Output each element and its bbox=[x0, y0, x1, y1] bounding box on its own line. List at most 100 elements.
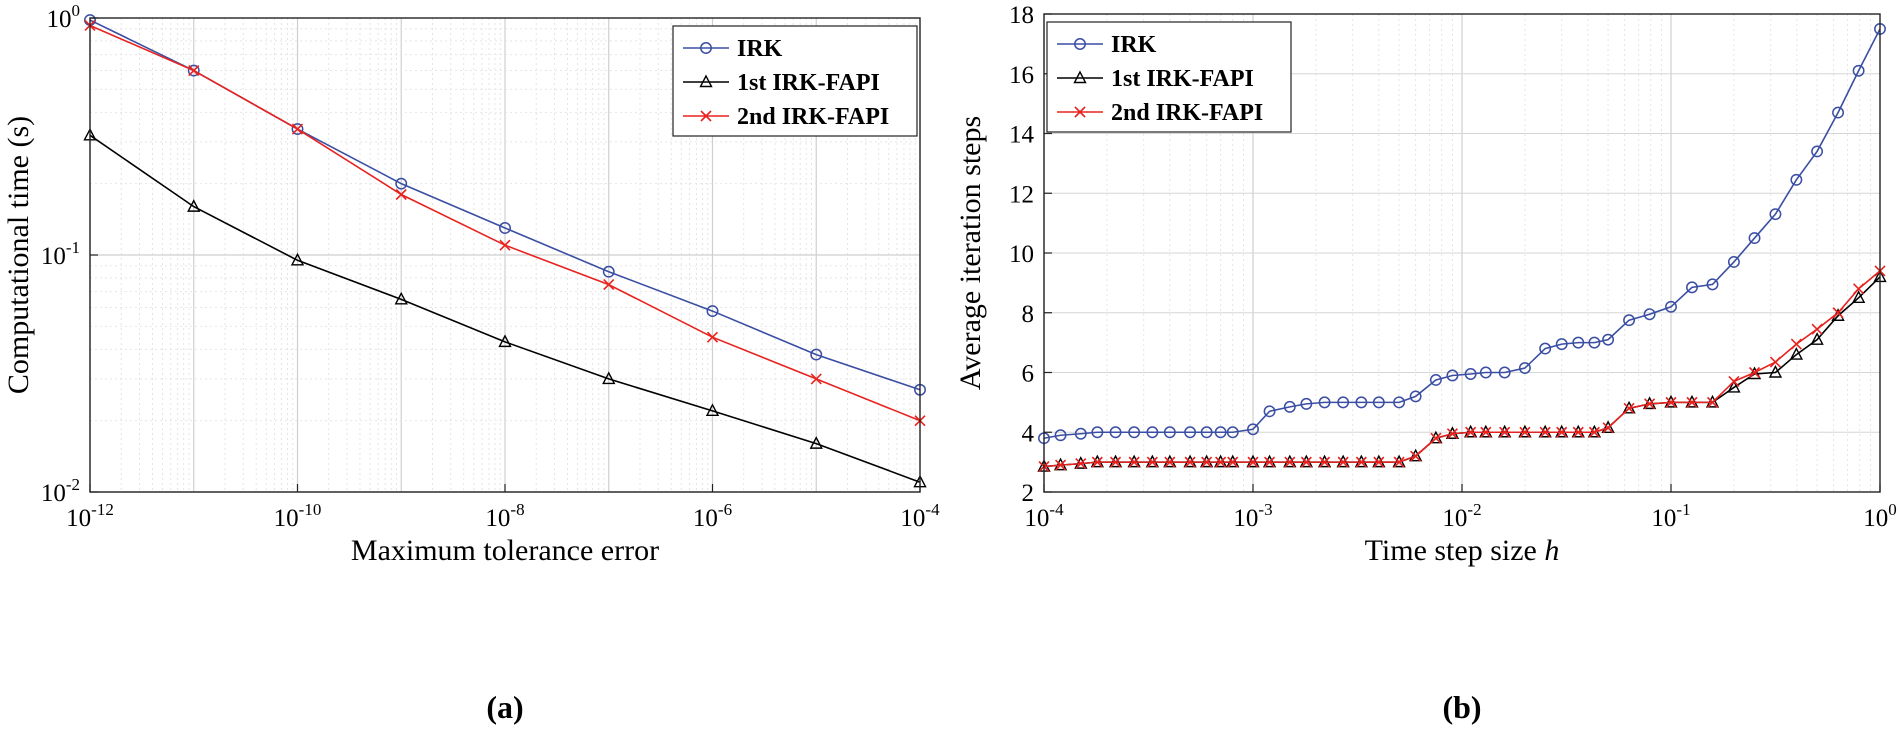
legend-item: 1st IRK-FAPI bbox=[683, 70, 880, 96]
data-point bbox=[498, 334, 512, 348]
data-point bbox=[1601, 420, 1615, 433]
legend: IRK 1st IRK-FAPI 2nd IRK-FAPI bbox=[672, 25, 918, 137]
data-point bbox=[1337, 456, 1349, 468]
data-point bbox=[1748, 366, 1761, 379]
data-point bbox=[706, 305, 719, 318]
data-point bbox=[1263, 405, 1276, 418]
legend-item: 2nd IRK-FAPI bbox=[683, 104, 889, 130]
data-point bbox=[1811, 323, 1823, 335]
x-axis-label: Time step size h bbox=[1365, 534, 1560, 567]
data-point bbox=[1128, 456, 1140, 468]
data-point bbox=[1393, 456, 1405, 468]
data-point bbox=[1686, 396, 1698, 408]
data-point bbox=[1300, 397, 1313, 410]
y-tick-label: 100 bbox=[47, 1, 81, 33]
data-point bbox=[1227, 456, 1239, 468]
y-tick-label: 16 bbox=[1009, 62, 1034, 89]
data-point bbox=[1164, 456, 1176, 468]
data-point bbox=[603, 279, 615, 291]
data-point bbox=[1665, 300, 1677, 313]
data-point bbox=[1429, 374, 1442, 386]
data-point bbox=[188, 65, 200, 77]
data-point bbox=[1464, 368, 1477, 380]
legend-marker bbox=[1073, 70, 1087, 84]
data-point bbox=[602, 371, 616, 385]
data-point bbox=[1247, 423, 1259, 436]
x-tick-label: 10-4 bbox=[1024, 500, 1064, 532]
x-tick-label: 10-12 bbox=[66, 500, 114, 532]
y-tick-label: 12 bbox=[1009, 181, 1034, 208]
data-point bbox=[1372, 396, 1385, 409]
legend: IRK 1st IRK-FAPI 2nd IRK-FAPI bbox=[1046, 21, 1292, 133]
data-point bbox=[1128, 426, 1141, 439]
data-point bbox=[1789, 347, 1804, 360]
data-point bbox=[1409, 390, 1422, 403]
x-tick-label: 10-2 bbox=[1442, 500, 1481, 532]
data-point bbox=[1498, 366, 1511, 379]
series-line bbox=[1043, 270, 1881, 468]
data-point bbox=[1480, 426, 1492, 438]
data-point bbox=[1109, 426, 1122, 439]
data-point bbox=[1728, 375, 1740, 388]
chart-b: 10-4 10-3 10-2 10-1 100 2 4 6 8 10 12 14 16 18 Time st… bbox=[954, 2, 1897, 725]
data-point bbox=[1706, 396, 1719, 408]
data-point bbox=[1355, 396, 1368, 409]
panel-label: (b) bbox=[1442, 689, 1481, 725]
data-point bbox=[1555, 338, 1568, 351]
x-axis-label: Maximum tolerance error bbox=[351, 534, 659, 567]
data-point bbox=[1247, 456, 1259, 468]
data-point bbox=[1054, 459, 1067, 471]
y-tick-label: 10-1 bbox=[41, 238, 80, 270]
x-tick-label: 10-4 bbox=[900, 500, 940, 532]
y-tick-label: 10 bbox=[1009, 241, 1034, 268]
legend-box bbox=[672, 25, 918, 137]
data-point bbox=[1201, 456, 1213, 468]
data-point bbox=[1318, 396, 1331, 409]
data-point bbox=[1556, 426, 1568, 438]
data-point bbox=[1768, 364, 1783, 378]
y-tick-label: 18 bbox=[1009, 2, 1034, 29]
data-point bbox=[1727, 379, 1741, 393]
data-point bbox=[395, 188, 407, 201]
data-point bbox=[1790, 338, 1802, 350]
data-point bbox=[810, 348, 823, 361]
data-point bbox=[1393, 396, 1406, 409]
data-point bbox=[1263, 456, 1276, 468]
legend-label: 1st IRK-FAPI bbox=[1111, 66, 1254, 92]
legend-label: 2nd IRK-FAPI bbox=[1111, 100, 1263, 126]
data-point bbox=[1588, 336, 1601, 349]
data-point bbox=[1300, 456, 1312, 468]
data-point bbox=[1811, 145, 1824, 158]
series-line bbox=[89, 134, 921, 483]
series-1st-irk-fapi bbox=[83, 127, 927, 488]
data-point bbox=[1769, 356, 1781, 368]
data-point bbox=[1355, 456, 1367, 468]
data-point bbox=[1091, 426, 1104, 439]
legend-label: IRK bbox=[1111, 32, 1157, 58]
x-tick-label: 10-6 bbox=[693, 500, 732, 532]
data-point bbox=[1184, 456, 1196, 468]
legend-label: IRK bbox=[737, 36, 783, 62]
series-2nd-irk-fapi bbox=[1038, 265, 1886, 473]
data-point bbox=[1479, 366, 1492, 379]
data-point bbox=[1430, 432, 1442, 444]
data-point bbox=[1853, 283, 1865, 295]
data-point bbox=[706, 331, 719, 343]
data-point bbox=[1518, 362, 1531, 374]
x-tick-label: 10-1 bbox=[1651, 500, 1690, 532]
data-point bbox=[1665, 396, 1677, 408]
data-point bbox=[1748, 232, 1761, 245]
legend-marker bbox=[699, 74, 713, 88]
legend-box bbox=[1046, 21, 1292, 133]
data-point bbox=[395, 177, 408, 190]
data-point bbox=[1623, 314, 1636, 327]
chart-a: 10-12 10-10 10-8 10-6 10-4 10-2 10-1 100 Maximum… bbox=[2, 1, 940, 725]
data-point bbox=[187, 199, 201, 212]
data-point bbox=[1146, 426, 1159, 439]
series-line bbox=[1043, 28, 1881, 440]
data-point bbox=[1226, 426, 1239, 439]
data-point bbox=[1110, 456, 1122, 468]
data-point bbox=[1215, 456, 1227, 468]
data-point bbox=[1832, 307, 1844, 319]
data-point bbox=[1572, 336, 1585, 349]
